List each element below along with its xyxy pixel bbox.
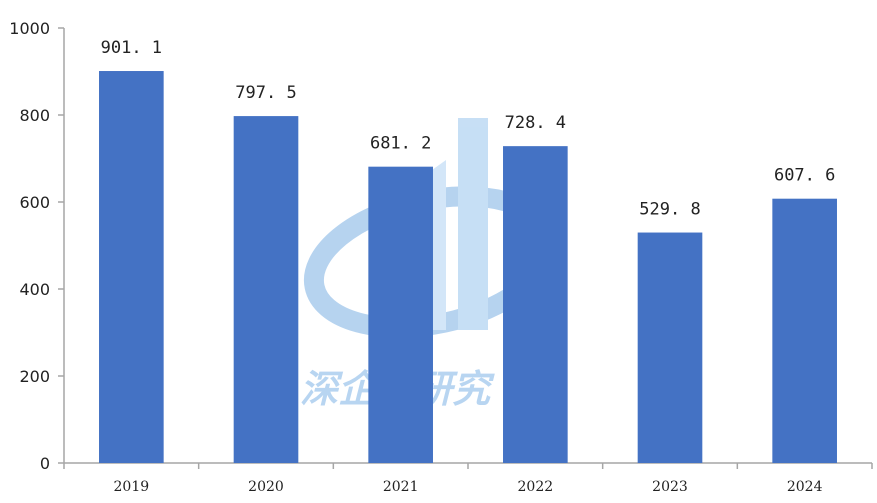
y-axis-ticks: 0 200 400 600 800 1000 xyxy=(9,19,50,473)
bars xyxy=(99,71,837,464)
x-tick-label-2021: 2021 xyxy=(383,479,419,495)
bar-2022 xyxy=(503,146,568,463)
x-tick-label-2022: 2022 xyxy=(518,479,554,495)
y-tick-label: 400 xyxy=(19,280,50,299)
data-label-2022: 728. 4 xyxy=(505,113,566,133)
y-tick-label: 800 xyxy=(19,106,50,125)
x-tick-label-2020: 2020 xyxy=(248,479,284,495)
y-tick-label: 600 xyxy=(19,193,50,212)
x-axis-ticks: 2019 2020 2021 2022 2023 2024 xyxy=(114,479,823,495)
y-tick-label: 0 xyxy=(40,454,50,473)
bar-2023 xyxy=(637,232,703,463)
data-label-2024: 607. 6 xyxy=(774,166,835,186)
data-labels: 901. 1 797. 5 681. 2 728. 4 529. 8 607. 6 xyxy=(101,38,836,220)
bar-2021 xyxy=(368,166,433,464)
watermark-logo-tower xyxy=(458,118,488,330)
y-tick-label: 200 xyxy=(19,367,50,386)
data-label-2020: 797. 5 xyxy=(235,83,296,103)
axes xyxy=(58,27,873,469)
data-label-2021: 681. 2 xyxy=(370,134,431,154)
bar-2019 xyxy=(99,71,164,464)
y-tick-label: 1000 xyxy=(9,19,50,38)
data-label-2019: 901. 1 xyxy=(101,38,162,58)
x-tick-label-2019: 2019 xyxy=(114,479,150,495)
bar-2020 xyxy=(233,116,299,464)
data-label-2023: 529. 8 xyxy=(639,200,700,220)
bar-2024 xyxy=(772,198,837,463)
x-tick-label-2023: 2023 xyxy=(652,479,688,495)
x-tick-label-2024: 2024 xyxy=(787,479,823,495)
